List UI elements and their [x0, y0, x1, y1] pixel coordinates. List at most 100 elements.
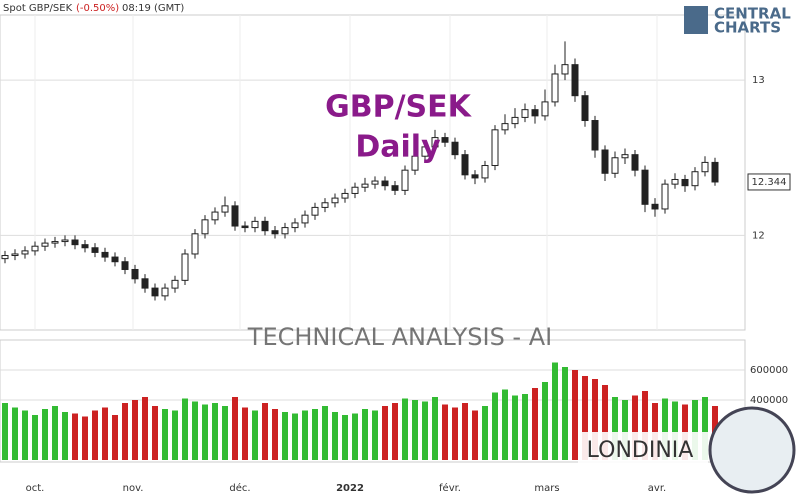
volume-bar	[602, 385, 608, 460]
candle-body	[151, 287, 159, 297]
candle-body	[261, 220, 269, 232]
candle-body	[101, 251, 109, 258]
candle-body	[561, 64, 569, 75]
volume-bar	[352, 413, 358, 460]
volume-bar	[2, 403, 8, 460]
candle-body	[251, 220, 259, 229]
candle-body	[451, 141, 459, 156]
candle-body	[131, 268, 139, 280]
candle-body	[431, 137, 439, 148]
candle-body	[371, 180, 379, 185]
candle-body	[691, 171, 699, 187]
candle-body	[51, 241, 59, 244]
candle-body	[471, 174, 479, 179]
candle-body	[81, 244, 89, 249]
candle-body	[571, 64, 579, 97]
volume-bar	[72, 413, 78, 460]
candle-body	[191, 233, 199, 255]
brand-box	[578, 432, 708, 466]
volume-bar	[432, 397, 438, 460]
volume-bar	[122, 403, 128, 460]
volume-bar	[362, 409, 368, 460]
candle-body	[91, 247, 99, 253]
candle-body	[181, 253, 189, 281]
volume-bar	[292, 413, 298, 460]
volume-bar	[272, 409, 278, 460]
volume-bar	[672, 401, 678, 460]
candle-body	[351, 186, 359, 194]
candle-body	[281, 227, 289, 235]
volume-bar	[402, 398, 408, 460]
volume-bar	[132, 400, 138, 460]
volume-bar	[12, 407, 18, 460]
volume-bar	[282, 412, 288, 460]
candle-body	[381, 180, 389, 187]
volume-bar	[492, 392, 498, 460]
candle-body	[591, 120, 599, 151]
candle-body	[601, 149, 609, 174]
volume-bar	[552, 362, 558, 460]
volume-bar	[82, 416, 88, 460]
volume-bar	[62, 412, 68, 460]
candle-body	[541, 101, 549, 117]
volume-bar	[692, 400, 698, 460]
brand: LONDINIA	[587, 438, 694, 463]
candle-body	[341, 192, 349, 199]
candle-body	[31, 245, 39, 252]
candle-body	[621, 154, 629, 159]
candle-body	[651, 203, 659, 210]
volume-bar	[442, 404, 448, 460]
candle-body	[531, 109, 539, 117]
watermark: TECHNICAL ANALYSIS - AI	[247, 323, 552, 351]
volume-bar	[622, 400, 628, 460]
x-tick-label: mars	[534, 483, 559, 494]
candle-body	[41, 242, 49, 247]
candle-body	[421, 146, 429, 157]
candle-body	[411, 155, 419, 171]
x-tick-label: nov.	[123, 483, 144, 494]
candle-body	[551, 73, 559, 103]
volume-bar	[502, 389, 508, 460]
volume-bar	[92, 410, 98, 460]
logo-text: CHARTS	[714, 19, 781, 37]
volume-bar	[252, 410, 258, 460]
volume-bar	[522, 394, 528, 460]
chart-title: GBP/SEK	[325, 90, 473, 125]
candle-body	[521, 109, 529, 118]
volume-bar	[202, 404, 208, 460]
volume-bar	[512, 395, 518, 460]
change: (-0.50%)	[76, 3, 119, 14]
candle-body	[291, 222, 299, 229]
candle-body	[701, 161, 709, 173]
candle-body	[241, 225, 249, 229]
x-tick-label: oct.	[26, 483, 45, 494]
volume-bar	[452, 407, 458, 460]
volume-bar	[412, 400, 418, 460]
volume-bar	[652, 403, 658, 460]
volume-bar	[662, 398, 668, 460]
candle-body	[201, 219, 209, 235]
volume-bar	[42, 409, 48, 460]
candle-body	[61, 239, 69, 243]
candle-body	[481, 165, 489, 179]
price-panel	[0, 14, 746, 331]
y2-tick-label: 400000	[750, 395, 788, 406]
candle-body	[21, 250, 29, 255]
candle-body	[301, 214, 309, 224]
candle-body	[311, 206, 319, 216]
candle-body	[271, 230, 279, 235]
volume-bar	[172, 410, 178, 460]
y-tick-label: 13	[752, 75, 765, 86]
volume-bar	[372, 410, 378, 460]
volume-bar	[152, 406, 158, 460]
candle-body	[441, 137, 449, 143]
chart-subtitle: Daily	[355, 130, 441, 165]
candle-body	[491, 129, 499, 167]
volume-bar	[462, 403, 468, 460]
volume-bar	[382, 406, 388, 460]
logo-text: CENTRAL	[714, 5, 791, 23]
volume-bar	[582, 376, 588, 460]
candle-body	[141, 278, 149, 289]
volume-bar	[32, 415, 38, 460]
candle-body	[631, 154, 639, 171]
